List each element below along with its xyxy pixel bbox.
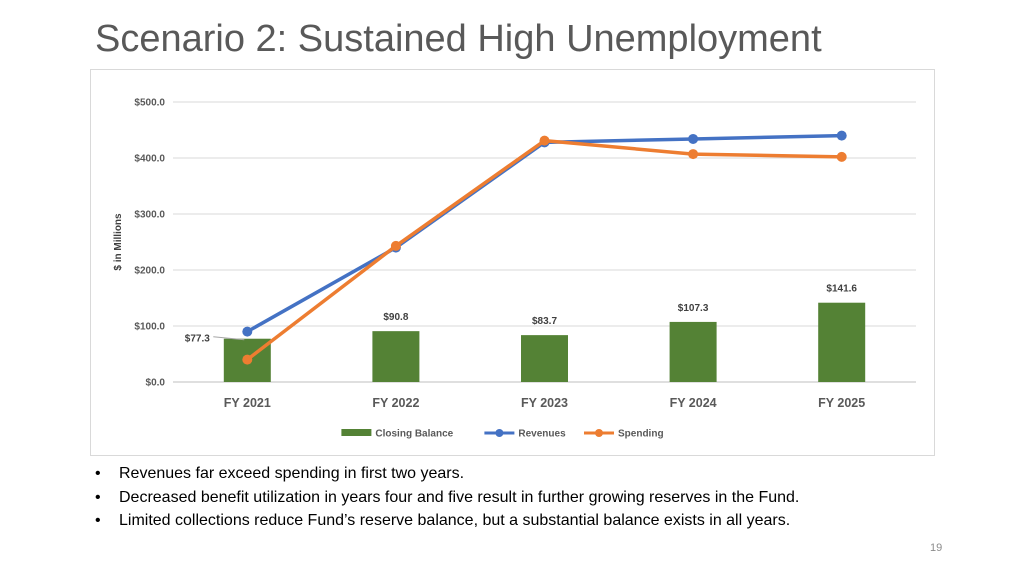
y-tick-label: $300.0	[134, 210, 165, 221]
y-axis-title: $ in Millions	[113, 213, 124, 271]
legend-label: Closing Balance	[375, 429, 453, 440]
x-category-label: FY 2021	[224, 396, 271, 410]
bar-data-label: $90.8	[383, 312, 408, 323]
point-spending	[836, 151, 847, 162]
bar-data-label: $83.7	[532, 316, 557, 327]
line-series	[242, 130, 847, 365]
line-revenues	[245, 133, 844, 334]
point-revenues	[836, 130, 847, 141]
bullet-dot: •	[95, 488, 101, 506]
bullet-item: • Limited collections reduce Fund’s reser…	[95, 509, 799, 533]
bullet-text: Revenues far exceed spending in first tw…	[119, 465, 465, 482]
y-tick-label: $500.0	[134, 98, 165, 109]
x-category-label: FY 2025	[818, 396, 865, 410]
bar-closing-balance	[521, 335, 568, 382]
bullet-text: Limited collections reduce Fund’s reserv…	[119, 512, 791, 529]
point-spending	[390, 240, 401, 251]
y-tick-label: $100.0	[134, 322, 165, 333]
bar-data-label: $77.3	[185, 334, 210, 345]
bar-data-label: $141.6	[826, 284, 857, 295]
bullet-text: Decreased benefit utilization in years f…	[119, 488, 800, 506]
y-tick-label: $0.0	[146, 378, 166, 389]
bullet-list: • Revenues far exceed spending in first t…	[95, 462, 799, 533]
y-tick-label: $200.0	[134, 266, 165, 277]
point-revenues	[688, 133, 699, 144]
y-axis-ticks: $0.0 $100.0 $200.0 $300.0 $400.0 $500.0	[134, 98, 165, 389]
chart-legend: Closing Balance Revenues Spending	[341, 429, 664, 440]
legend-swatch-marker	[595, 429, 603, 437]
bar-data-label: $107.3	[678, 303, 709, 314]
combo-chart: $0.0 $100.0 $200.0 $300.0 $400.0 $500.0 $ in …	[113, 98, 916, 440]
bar-data-labels: $77.3 $90.8 $83.7 $107.3 $141.6	[185, 284, 858, 345]
legend-swatch-bar	[341, 429, 372, 436]
point-spending	[539, 135, 550, 146]
page-number: 19	[930, 542, 943, 554]
x-category-label: FY 2024	[670, 396, 717, 410]
bar-closing-balance	[669, 321, 717, 382]
slide-title: Scenario 2: Sustained High Unemployment	[95, 18, 822, 60]
data-label-leader-line	[213, 336, 245, 341]
point-spending	[242, 354, 253, 365]
x-axis-categories: FY 2021 FY 2022 FY 2023 FY 2024 FY 2025	[224, 396, 865, 410]
bar-closing-balance	[372, 331, 420, 382]
bullet-item: • Revenues far exceed spending in first t…	[95, 462, 799, 486]
point-revenues	[242, 326, 253, 337]
bar-series	[223, 302, 866, 382]
bar-closing-balance	[818, 302, 866, 382]
legend-label: Spending	[618, 429, 664, 440]
chart-frame: $0.0 $100.0 $200.0 $300.0 $400.0 $500.0 $ in …	[90, 69, 935, 456]
y-tick-label: $400.0	[134, 154, 165, 165]
bullet-dot: •	[95, 512, 101, 529]
x-category-label: FY 2022	[372, 396, 419, 410]
point-spending	[688, 149, 699, 160]
gridlines	[173, 101, 916, 383]
bullet-item: • Decreased benefit utilization in years …	[95, 486, 799, 510]
bullet-dot: •	[95, 465, 101, 482]
legend-label: Revenues	[518, 429, 566, 440]
legend-swatch-marker	[495, 429, 504, 437]
x-category-label: FY 2023	[521, 396, 568, 410]
